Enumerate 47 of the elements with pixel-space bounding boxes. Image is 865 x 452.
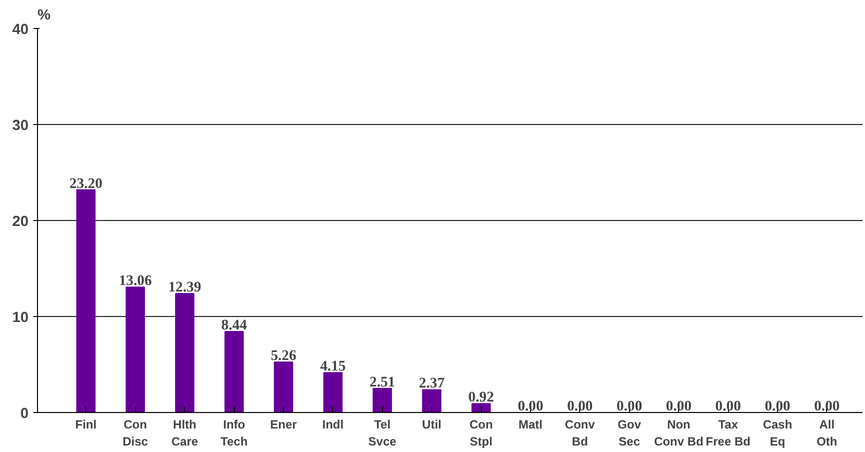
bar	[175, 293, 194, 412]
y-tick-label: 40	[12, 22, 29, 38]
x-tick-label: Ener	[270, 418, 298, 432]
y-tick-label: 30	[12, 118, 29, 134]
data-label: 12.39	[168, 280, 202, 296]
data-label: 0.92	[468, 390, 494, 406]
x-tick-label: Finl	[75, 418, 97, 432]
y-tick-label: 10	[12, 310, 29, 326]
x-tick-label: Con Disc	[122, 418, 148, 448]
bar	[126, 286, 145, 412]
bar	[471, 403, 491, 412]
x-tick-label: Con Stpl	[469, 418, 493, 448]
bar	[224, 330, 244, 412]
bar	[422, 389, 442, 412]
x-tick-label: Gov Sec	[618, 418, 642, 448]
data-label: 0.00	[715, 398, 741, 414]
bar	[274, 362, 294, 412]
x-tick-label: Cash Eq	[762, 418, 792, 448]
data-label: 8.44	[221, 317, 248, 334]
data-label: 13.06	[118, 273, 152, 290]
x-tick-label: Indl	[322, 418, 344, 432]
y-tick-label: 20	[12, 214, 29, 230]
x-tick-label: Info Tech	[220, 418, 248, 448]
data-label: 0.00	[567, 398, 593, 414]
data-label: 5.26	[270, 348, 296, 364]
data-label: 0.00	[764, 398, 790, 414]
data-label: 4.15	[320, 358, 346, 375]
x-tick-label: Non Conv Bd	[654, 418, 704, 448]
bar	[76, 189, 96, 412]
x-tick-label: Tax Free Bd	[706, 418, 750, 448]
x-tick-label: Conv Bd	[564, 418, 596, 448]
data-label: 0.00	[666, 398, 692, 414]
bar	[372, 388, 392, 412]
x-tick-label: Matl	[518, 418, 543, 432]
data-label: 0.00	[616, 398, 642, 414]
x-tick-label: All Oth	[816, 418, 838, 448]
x-tick-label: Hlth Care	[171, 418, 198, 448]
data-label: 2.51	[369, 374, 396, 390]
x-tick-label: Util	[422, 418, 442, 432]
data-label: 23.20	[69, 176, 102, 192]
x-tick-label: Tel Svce	[368, 418, 397, 448]
y-tick-label: 0	[20, 406, 29, 422]
data-label: 2.37	[418, 376, 445, 392]
data-label: 0.00	[518, 398, 544, 414]
bar	[323, 372, 343, 412]
y-axis-title: %	[38, 8, 51, 24]
data-label: 0.00	[814, 398, 840, 414]
